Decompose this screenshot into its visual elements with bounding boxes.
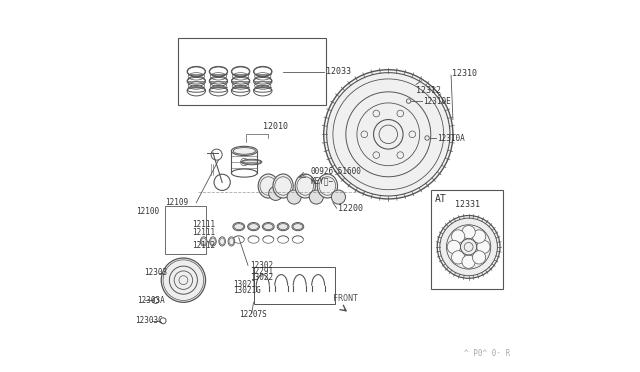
Text: 12111: 12111 bbox=[193, 220, 216, 229]
Text: 12112: 12112 bbox=[193, 241, 216, 250]
Text: 13022: 13022 bbox=[250, 273, 273, 282]
Text: 00926-51600: 00926-51600 bbox=[311, 167, 362, 176]
Bar bbox=[178, 38, 326, 105]
Text: 12200: 12200 bbox=[338, 203, 363, 213]
Ellipse shape bbox=[233, 222, 244, 231]
Circle shape bbox=[472, 230, 486, 243]
Bar bbox=[431, 190, 503, 289]
Ellipse shape bbox=[232, 146, 257, 155]
Ellipse shape bbox=[309, 190, 323, 204]
Text: 12207S: 12207S bbox=[239, 310, 266, 319]
Ellipse shape bbox=[295, 174, 316, 198]
Circle shape bbox=[462, 225, 476, 239]
Circle shape bbox=[440, 218, 497, 276]
Text: 12303C: 12303C bbox=[136, 316, 163, 325]
Circle shape bbox=[452, 251, 465, 264]
Text: 12302: 12302 bbox=[250, 261, 273, 270]
Circle shape bbox=[447, 240, 461, 254]
Circle shape bbox=[437, 215, 500, 278]
Circle shape bbox=[452, 230, 465, 243]
Ellipse shape bbox=[219, 237, 225, 246]
Ellipse shape bbox=[273, 174, 293, 198]
Text: KEYキ−: KEYキ− bbox=[311, 176, 334, 185]
Bar bbox=[253, 267, 335, 304]
Ellipse shape bbox=[241, 159, 262, 165]
Ellipse shape bbox=[200, 237, 207, 246]
Text: 12312: 12312 bbox=[416, 86, 441, 94]
Ellipse shape bbox=[258, 174, 278, 198]
Ellipse shape bbox=[269, 186, 283, 201]
Circle shape bbox=[472, 251, 486, 264]
Text: ^ P0^ 0· R: ^ P0^ 0· R bbox=[464, 350, 510, 359]
Text: 12310E: 12310E bbox=[422, 97, 451, 106]
Text: 13021: 13021 bbox=[233, 280, 257, 289]
Circle shape bbox=[161, 258, 205, 302]
Ellipse shape bbox=[210, 237, 216, 246]
Circle shape bbox=[462, 255, 476, 268]
Ellipse shape bbox=[228, 237, 235, 246]
Text: 12331: 12331 bbox=[455, 200, 480, 209]
Circle shape bbox=[324, 70, 453, 199]
Ellipse shape bbox=[332, 190, 346, 204]
Circle shape bbox=[326, 73, 450, 196]
Text: FRONT: FRONT bbox=[333, 294, 358, 303]
Text: 12310A: 12310A bbox=[437, 134, 465, 142]
Text: 12291: 12291 bbox=[250, 267, 273, 276]
Bar bbox=[165, 206, 205, 254]
Ellipse shape bbox=[248, 222, 259, 231]
Ellipse shape bbox=[292, 222, 304, 231]
Text: 12303: 12303 bbox=[145, 268, 168, 277]
Circle shape bbox=[477, 240, 490, 254]
Ellipse shape bbox=[277, 222, 289, 231]
Text: AT: AT bbox=[435, 194, 446, 204]
Text: 13021G: 13021G bbox=[233, 286, 261, 295]
Ellipse shape bbox=[287, 190, 301, 204]
Ellipse shape bbox=[317, 174, 337, 198]
Text: 12033: 12033 bbox=[326, 67, 351, 76]
Text: 12111: 12111 bbox=[193, 228, 216, 237]
Text: 12100: 12100 bbox=[136, 207, 159, 217]
Text: 12010: 12010 bbox=[263, 122, 288, 131]
Text: 12109: 12109 bbox=[165, 198, 188, 207]
Text: 12303A: 12303A bbox=[137, 296, 165, 305]
Ellipse shape bbox=[262, 222, 274, 231]
Text: 12310: 12310 bbox=[452, 69, 477, 78]
